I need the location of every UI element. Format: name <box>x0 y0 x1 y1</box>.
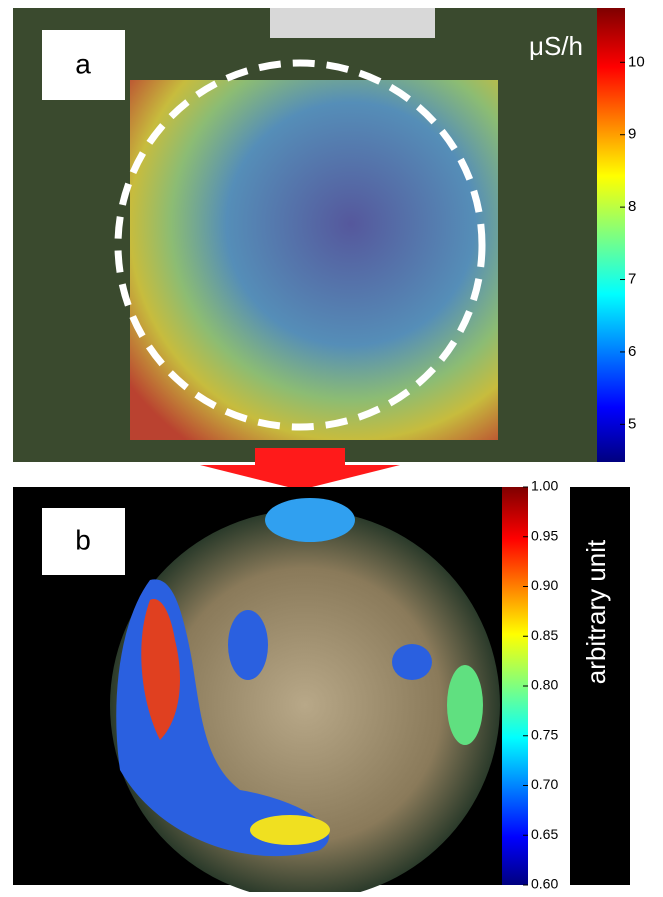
tick-label: 0.80 <box>531 677 558 693</box>
colorbar <box>597 8 625 462</box>
panel-label: b <box>75 524 91 555</box>
unit-label: arbitrary unit <box>581 539 611 684</box>
hotspot <box>265 498 355 542</box>
hotspot <box>447 665 483 745</box>
hotspot <box>228 610 268 680</box>
panel-a: a μS/h <box>13 8 625 462</box>
tick-label: 6 <box>628 343 636 360</box>
tick-label: 0.60 <box>531 876 558 892</box>
tick-label: 10 <box>628 53 645 70</box>
figure: a μS/h b arbitrary unit 5 6 7 8 9 10 0.60 0.65 0… <box>0 0 663 892</box>
tick-label: 8 <box>628 198 636 215</box>
tick-label: 0.95 <box>531 527 558 543</box>
building <box>270 8 435 38</box>
tick-label: 0.90 <box>531 577 558 593</box>
unit-label: μS/h <box>529 31 583 61</box>
tick-label: 1.00 <box>531 478 558 494</box>
tick-label: 5 <box>628 415 636 432</box>
tick-label: 0.70 <box>531 776 558 792</box>
tick-label: 0.75 <box>531 726 558 742</box>
tick-label: 0.65 <box>531 826 558 842</box>
tick-label: 9 <box>628 126 636 143</box>
hotspot <box>250 815 330 845</box>
tick-label: 7 <box>628 270 636 287</box>
panel-label: a <box>75 48 91 79</box>
tick-label: 0.85 <box>531 627 558 643</box>
hotspot <box>392 644 432 680</box>
